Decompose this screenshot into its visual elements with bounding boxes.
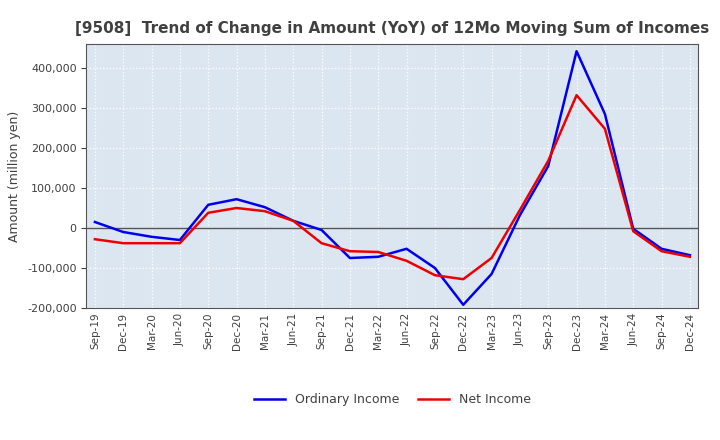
Net Income — [629, 228, 637, 234]
Net Income — [685, 254, 694, 260]
Ordinary Income — [572, 48, 581, 54]
Legend: Ordinary Income, Net Income: Ordinary Income, Net Income — [248, 388, 536, 411]
Net Income — [544, 158, 552, 163]
Net Income — [431, 272, 439, 278]
Ordinary Income — [374, 254, 382, 260]
Net Income — [91, 237, 99, 242]
Ordinary Income — [176, 237, 184, 242]
Net Income — [119, 241, 127, 246]
Net Income — [572, 92, 581, 98]
Ordinary Income — [233, 197, 241, 202]
Net Income — [516, 207, 524, 213]
Ordinary Income — [487, 271, 496, 277]
Net Income — [346, 249, 354, 254]
Ordinary Income — [318, 227, 326, 233]
Net Income — [487, 255, 496, 260]
Ordinary Income — [629, 226, 637, 231]
Ordinary Income — [431, 265, 439, 271]
Net Income — [148, 241, 156, 246]
Title: [9508]  Trend of Change in Amount (YoY) of 12Mo Moving Sum of Incomes: [9508] Trend of Change in Amount (YoY) o… — [76, 21, 709, 36]
Line: Net Income: Net Income — [95, 95, 690, 279]
Ordinary Income — [685, 253, 694, 258]
Ordinary Income — [516, 213, 524, 218]
Ordinary Income — [148, 234, 156, 239]
Line: Ordinary Income: Ordinary Income — [95, 51, 690, 305]
Ordinary Income — [544, 163, 552, 169]
Net Income — [261, 209, 269, 214]
Ordinary Income — [657, 246, 666, 251]
Net Income — [289, 218, 297, 224]
Ordinary Income — [261, 205, 269, 210]
Net Income — [318, 241, 326, 246]
Net Income — [657, 249, 666, 254]
Ordinary Income — [91, 220, 99, 225]
Net Income — [600, 126, 609, 132]
Ordinary Income — [459, 302, 467, 308]
Ordinary Income — [402, 246, 411, 251]
Ordinary Income — [289, 218, 297, 224]
Ordinary Income — [600, 111, 609, 117]
Net Income — [204, 210, 212, 216]
Ordinary Income — [119, 229, 127, 235]
Y-axis label: Amount (million yen): Amount (million yen) — [9, 110, 22, 242]
Net Income — [459, 277, 467, 282]
Net Income — [176, 241, 184, 246]
Net Income — [402, 258, 411, 264]
Ordinary Income — [346, 255, 354, 260]
Net Income — [374, 249, 382, 255]
Net Income — [233, 205, 241, 211]
Ordinary Income — [204, 202, 212, 207]
